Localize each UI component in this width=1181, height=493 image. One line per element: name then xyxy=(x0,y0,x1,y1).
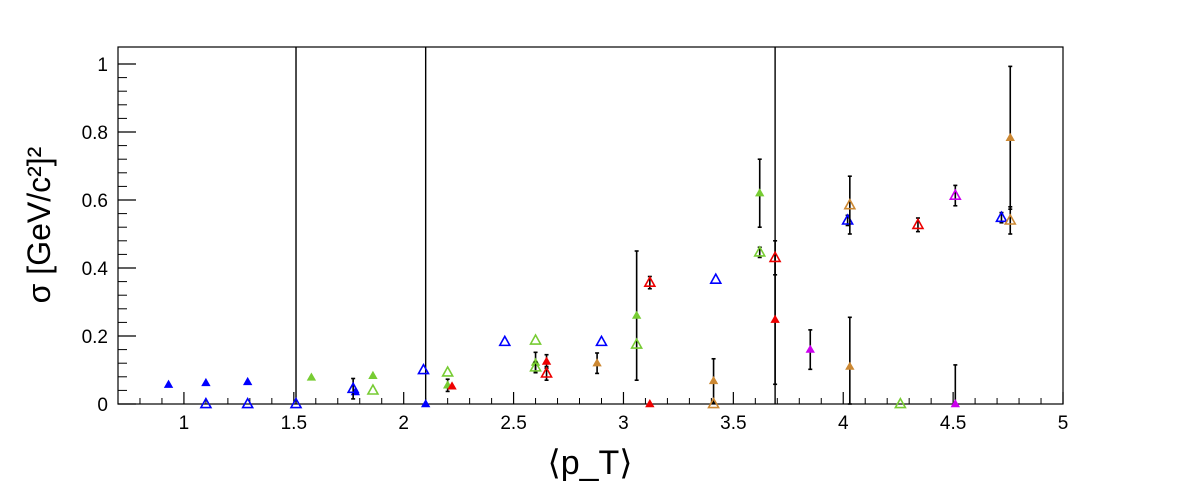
x-tick-label: 4 xyxy=(838,413,849,434)
x-tick-label: 2 xyxy=(398,413,409,434)
vertical-lines xyxy=(295,47,776,404)
x-tick-label: 3 xyxy=(618,413,629,434)
data-point-filled xyxy=(770,314,780,323)
data-point-open xyxy=(709,272,723,284)
data-point-open xyxy=(643,275,657,288)
data-point-filled xyxy=(447,381,457,390)
data-point-open xyxy=(768,250,782,263)
x-tick-label: 5 xyxy=(1058,413,1069,434)
data-point-open xyxy=(595,334,608,347)
y-tick-label: 0.2 xyxy=(82,327,108,348)
data-point-filled xyxy=(708,375,719,385)
data-point-open xyxy=(498,334,512,347)
axes: 1 1.5 2 2.5 3 3.5 4 4.5 5 0 0.2 0.4 0.6 0.8 1 xyxy=(82,55,1069,434)
data-point-open xyxy=(417,362,430,375)
data-point-open xyxy=(289,396,303,409)
data-point-filled xyxy=(201,377,211,387)
data-point-open xyxy=(753,245,767,257)
data-point-open xyxy=(540,366,553,378)
data-point-open xyxy=(911,217,925,230)
data-point-filled xyxy=(541,356,552,365)
data-point-filled xyxy=(631,310,642,319)
data-point-filled xyxy=(592,358,602,367)
data-point-filled xyxy=(845,361,855,370)
data-point-filled xyxy=(645,398,655,408)
data-point-open xyxy=(995,210,1008,223)
data-point-filled xyxy=(950,398,961,408)
data-point-filled xyxy=(755,188,765,197)
data-points xyxy=(163,65,1017,409)
data-point-open xyxy=(843,198,857,210)
y-tick-label: 0 xyxy=(97,395,108,416)
y-axis-title: σ [GeV/c²]² xyxy=(21,146,57,303)
data-point-open xyxy=(948,188,962,200)
x-axis-title: ⟨p_T⟩ xyxy=(547,444,632,482)
data-point-open xyxy=(529,333,542,345)
plot-frame xyxy=(117,46,1064,405)
data-point-filled xyxy=(242,376,253,386)
data-point-open xyxy=(894,396,907,409)
y-tick-label: 0.6 xyxy=(82,191,108,212)
x-tick-label: 1.5 xyxy=(281,413,307,434)
data-point-filled xyxy=(306,372,317,381)
x-tick-label: 2.5 xyxy=(500,413,526,434)
x-tick-label: 4.5 xyxy=(940,413,966,434)
y-tick-label: 0.8 xyxy=(82,123,108,144)
data-point-filled xyxy=(805,344,815,353)
data-point-open xyxy=(441,365,455,377)
data-point-filled xyxy=(368,370,378,379)
x-tick-label: 1 xyxy=(179,413,190,434)
data-point-open xyxy=(630,337,644,349)
data-point-open xyxy=(1003,213,1017,225)
data-point-filled xyxy=(420,398,431,408)
data-point-open xyxy=(529,360,542,372)
y-tick-label: 1 xyxy=(97,55,108,76)
data-point-open xyxy=(199,396,213,409)
data-point-open xyxy=(707,396,720,409)
x-tick-label: 3.5 xyxy=(720,413,746,434)
y-tick-label: 0.4 xyxy=(82,259,109,280)
data-point-filled xyxy=(1005,132,1015,141)
data-point-open xyxy=(241,396,255,409)
data-point-open xyxy=(366,383,380,395)
data-point-filled xyxy=(163,379,174,388)
data-point-open xyxy=(346,381,360,394)
